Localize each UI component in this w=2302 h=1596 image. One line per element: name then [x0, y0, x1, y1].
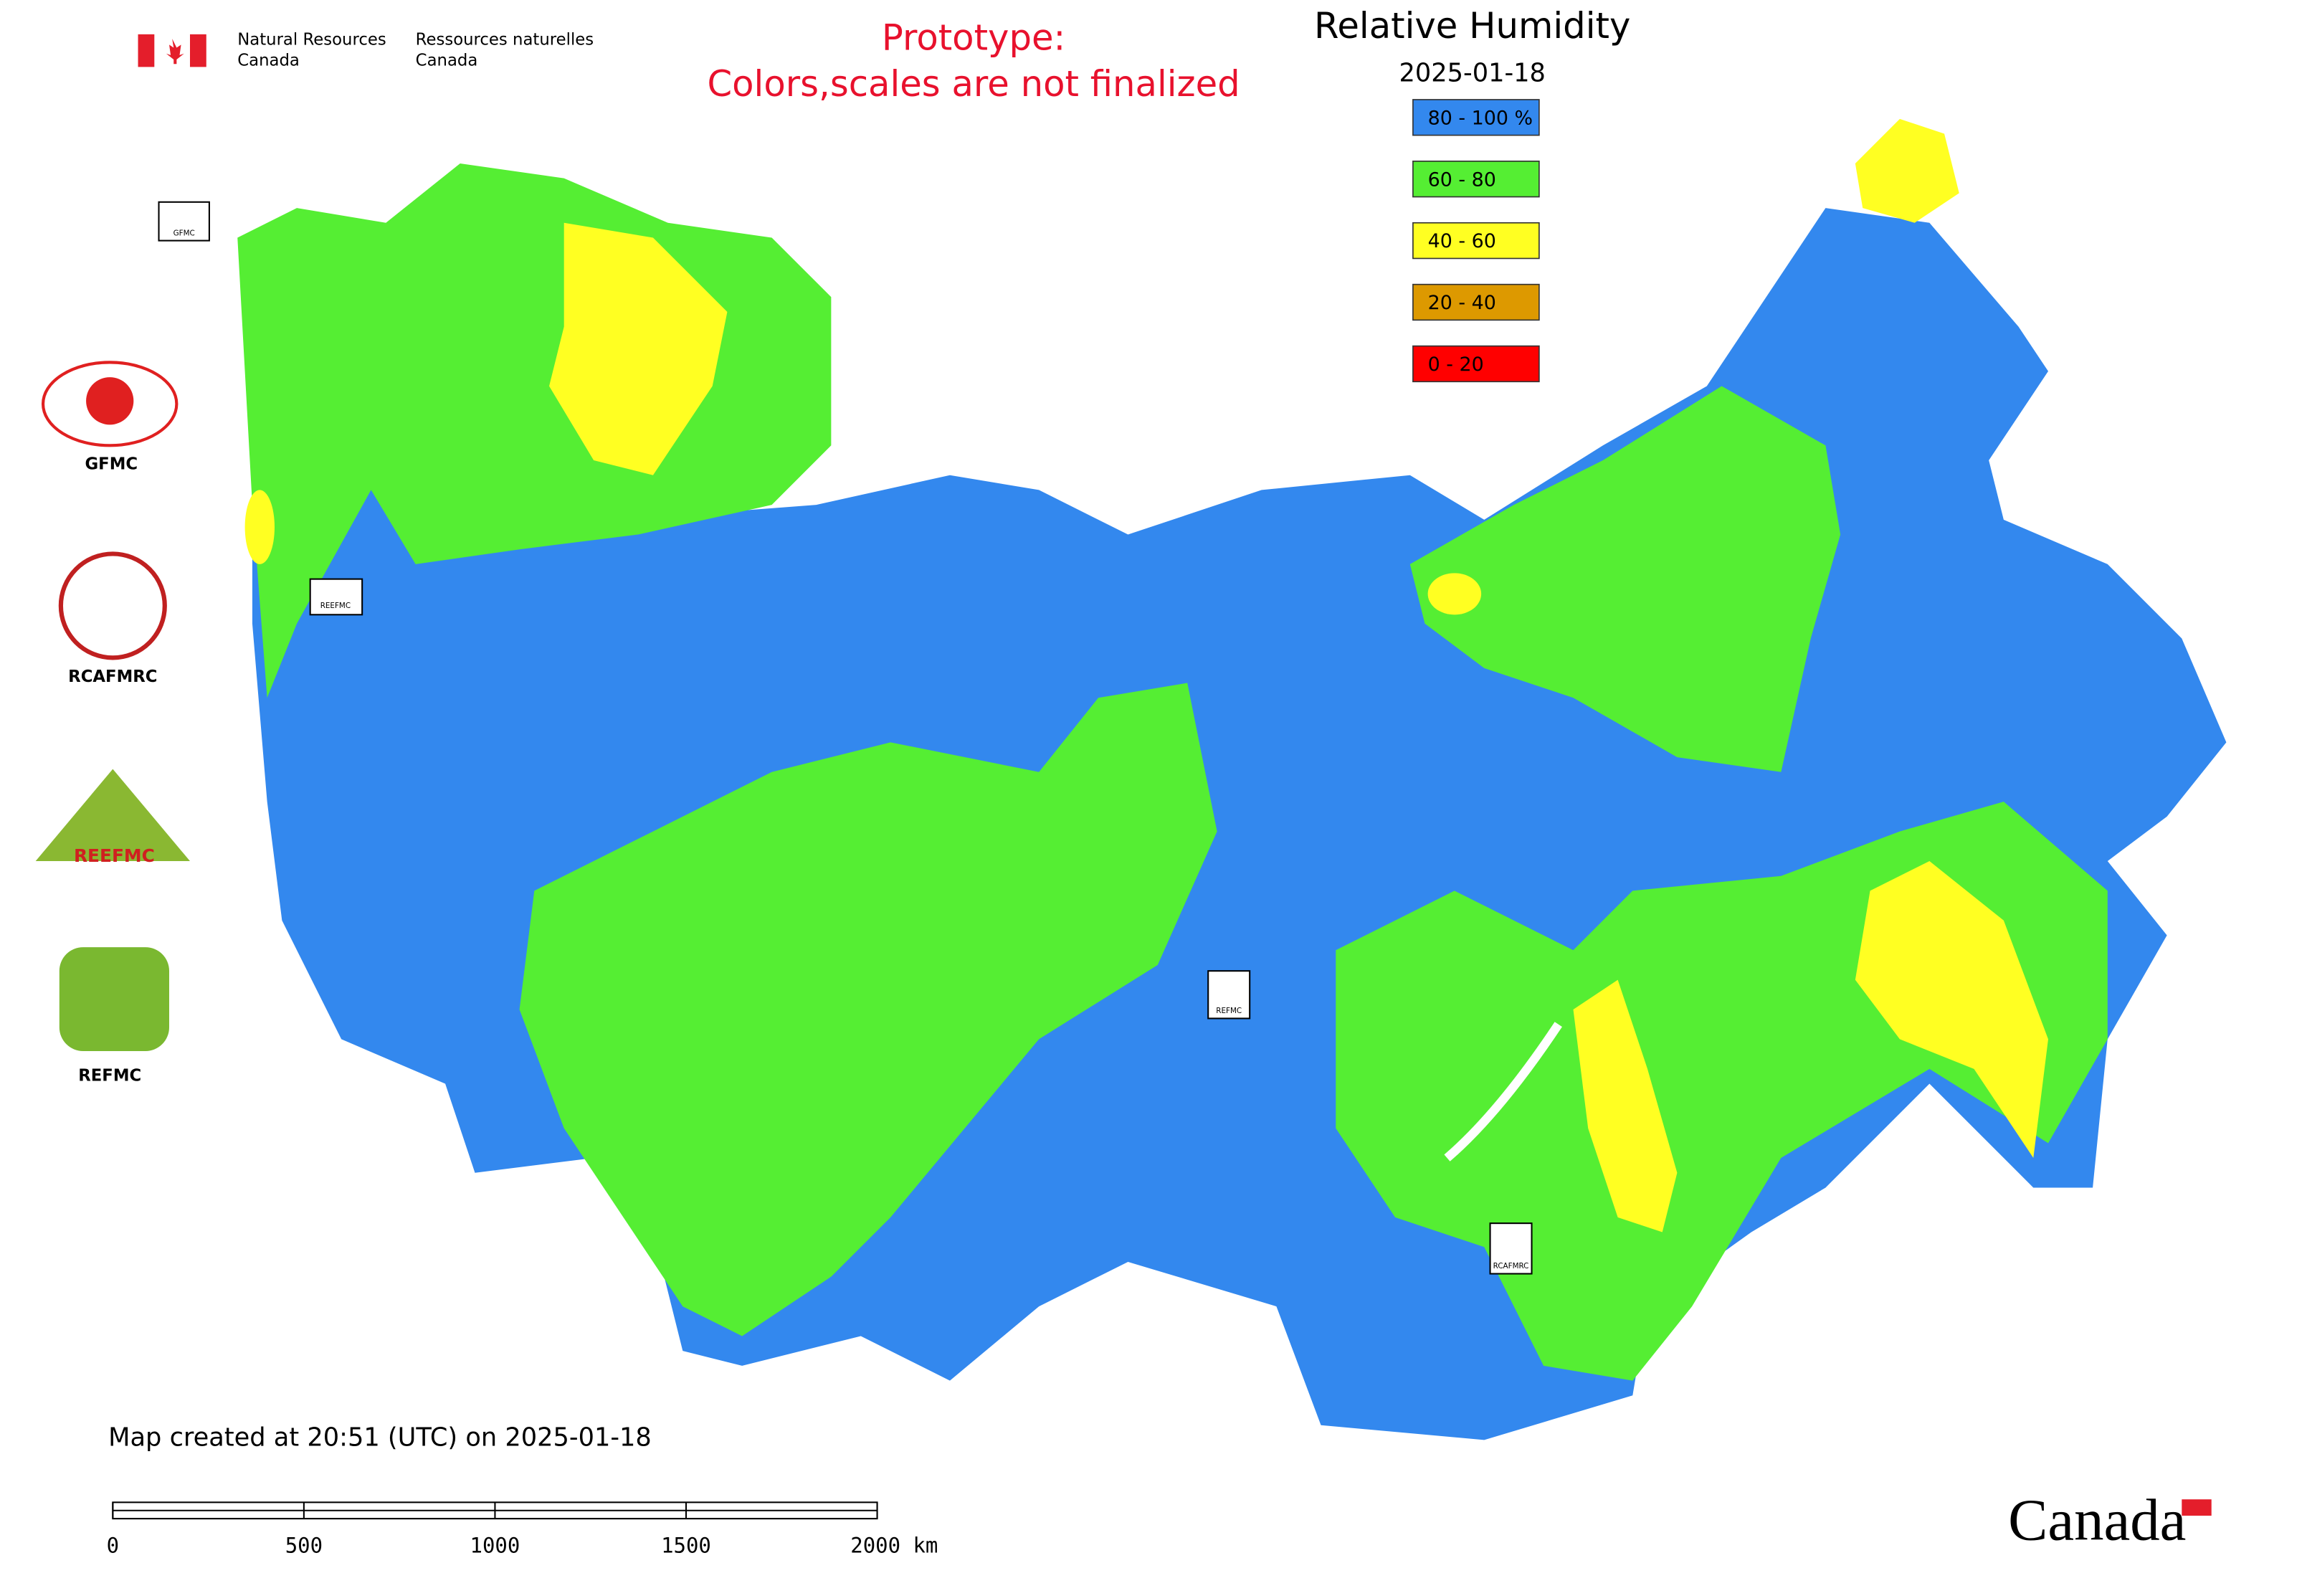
land-dry: [1427, 573, 1482, 615]
marker-label: REFMC: [1216, 1007, 1242, 1015]
marker-label: RCAFMRC: [1493, 1262, 1529, 1270]
marker-label: REEFMC: [320, 602, 351, 610]
legend-label: 20 - 40: [1428, 292, 1496, 314]
scale-label: 0: [107, 1533, 119, 1557]
refmc-logo: [59, 947, 170, 1051]
land-dry: [244, 490, 275, 564]
marker: [309, 578, 363, 616]
scale-label: 2000 km: [850, 1533, 938, 1557]
legend-swatch: [1412, 161, 1540, 198]
marker: [1207, 970, 1251, 1020]
gfmc-logo: [86, 377, 134, 425]
maple-leaf: [166, 39, 184, 65]
legend-swatch: [1412, 345, 1540, 383]
wordmark-flag: [2182, 1499, 2212, 1516]
map: [237, 118, 2227, 1440]
land-dry: [1573, 979, 1678, 1232]
marker: [158, 201, 210, 242]
legend-swatch: [1412, 99, 1540, 136]
logo-label: RCAFMRC: [68, 668, 157, 686]
title: Relative Humidity: [1314, 5, 1630, 47]
scale-bar: 0 500 1000 1500 2000 km: [107, 1501, 938, 1557]
land-dry: [549, 222, 728, 475]
legend-label: 40 - 60: [1428, 230, 1496, 252]
notice: Colors,scales are not finalized: [707, 63, 1240, 105]
nrcan-signature: Natural Resources Canada Ressources natu…: [138, 31, 594, 70]
gfmc-logo: [41, 361, 179, 447]
flag-bar: [189, 34, 206, 67]
logo-label: REEFMC: [74, 845, 155, 866]
legend-label: 80 - 100 %: [1428, 107, 1533, 129]
land-dry: [1855, 118, 1959, 223]
map-markers: GFMC REEFMC REFMC RCAFMRC: [158, 201, 1533, 1275]
logo-label: REFMC: [78, 1067, 141, 1086]
agency-fr: Ressources naturelles: [416, 31, 594, 49]
scale-label: 1500: [661, 1533, 711, 1557]
logos: GFMC RCAFMRC REEFMC REFMC: [35, 361, 190, 1086]
notice: Prototype:: [882, 17, 1065, 59]
date: 2025-01-18: [1399, 59, 1546, 88]
agency-en: Natural Resources: [237, 31, 386, 49]
legend-label: 60 - 80: [1428, 168, 1496, 191]
scale-label: 500: [285, 1533, 323, 1557]
land-moist: [519, 683, 1217, 1336]
marker: [1489, 1222, 1533, 1275]
marker-label: GFMC: [173, 229, 195, 237]
land-moist: [1409, 386, 1841, 772]
canada-wordmark: Canada: [2008, 1486, 2186, 1552]
legend: 80 - 100 % 60 - 80 40 - 60 20 - 40 0 - 20: [1412, 99, 1540, 383]
scale-label: 1000: [470, 1533, 520, 1557]
reefmc-logo: [35, 769, 190, 861]
logo-label: GFMC: [85, 455, 138, 474]
lake-baikal: [1444, 1022, 1562, 1162]
legend-label: 0 - 20: [1428, 353, 1484, 376]
legend-swatch: [1412, 283, 1540, 321]
rcafmrc-logo: [58, 551, 167, 660]
created-note: Map created at 20:51 (UTC) on 2025-01-18: [108, 1422, 652, 1452]
agency-fr: Canada: [416, 52, 478, 70]
flag-bar: [138, 34, 155, 67]
legend-swatch: [1412, 222, 1540, 260]
agency-en: Canada: [237, 52, 300, 70]
land-dry: [1855, 860, 2048, 1159]
